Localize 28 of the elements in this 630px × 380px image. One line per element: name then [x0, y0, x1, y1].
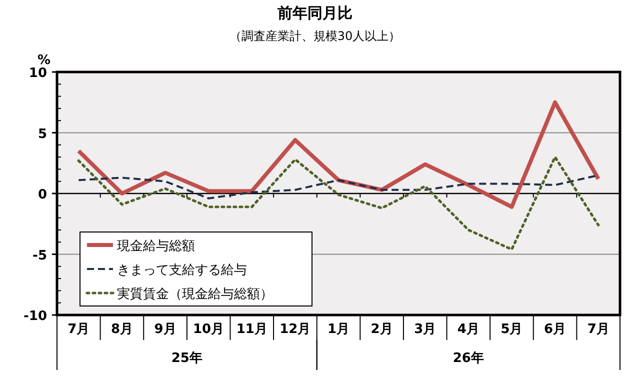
text: 25年 — [171, 351, 202, 366]
x-tick-label: 3月 — [414, 322, 436, 337]
x-tick-label: 4月 — [457, 322, 480, 337]
x-tick-label: 2月 — [370, 322, 393, 337]
x-tick-label: 10月 — [193, 322, 224, 337]
line-series — [76, 100, 600, 209]
x-tick-label: 7月 — [68, 322, 90, 337]
legend-label: 現金給与総額 — [117, 239, 195, 254]
y-tick-label: 0 — [38, 188, 47, 202]
line-series — [77, 156, 600, 251]
x-tick-label: 5月 — [500, 322, 523, 337]
x-tick-label: 12月 — [280, 322, 311, 337]
x-tick-label: 7月 — [587, 322, 610, 337]
y-tick-label: 5 — [38, 126, 47, 142]
legend-label: きまって支給する給与 — [117, 263, 247, 278]
y-tick-label: -5 — [32, 248, 47, 264]
chart-subtitle: （調査産業計、規模30人以上） — [229, 29, 401, 43]
chart-title: 前年同月比 — [276, 4, 352, 22]
legend-label: 実質賃金（現金給与総額） — [117, 286, 273, 302]
x-tick-label: 8月 — [110, 322, 133, 337]
x-tick-label: 9月 — [154, 322, 176, 337]
x-tick-label: 11月 — [236, 322, 268, 337]
x-tick-label: 6月 — [544, 322, 566, 337]
x-tick-label: 1月 — [327, 322, 350, 337]
y-axis-title: % — [37, 53, 51, 68]
text: 26年 — [452, 351, 484, 366]
y-tick-label: -10 — [24, 309, 47, 324]
y-tick-label: 10 — [28, 66, 47, 81]
